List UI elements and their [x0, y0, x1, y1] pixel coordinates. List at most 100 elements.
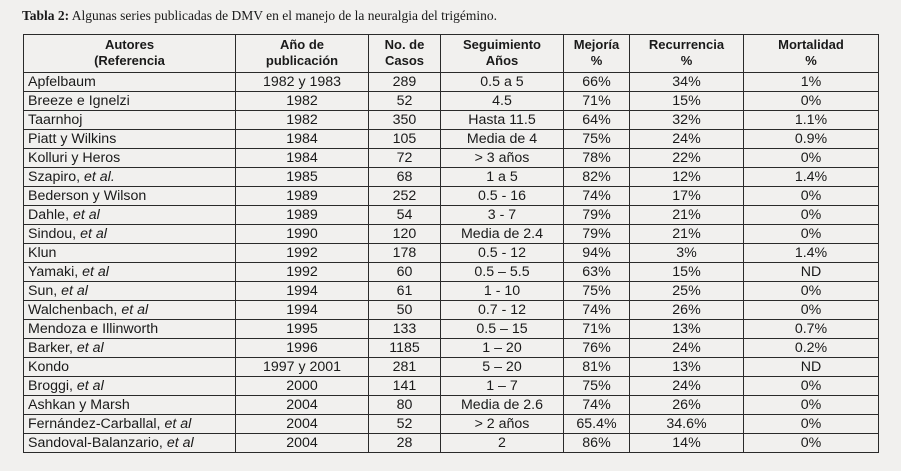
followup-cell: 1 – 7 [440, 376, 564, 396]
column-header-line: Mejoría [573, 37, 620, 52]
author-etal: et al [82, 264, 109, 280]
improvement-cell: 81% [563, 357, 630, 377]
author-cell: Broggi, et al [23, 376, 236, 396]
column-header: Recurrencia% [629, 34, 744, 73]
mortality-cell: 1% [743, 72, 879, 92]
improvement-cell: 64% [563, 110, 630, 130]
year-cell: 1984 [235, 129, 369, 149]
author-etal: et al [61, 283, 88, 299]
recurrence-cell: 26% [629, 300, 744, 320]
recurrence-cell: 24% [629, 338, 744, 358]
author-etal: et al [76, 340, 104, 356]
caption-text: Algunas series publicadas de DMV en el m… [71, 8, 498, 23]
table-row: Piatt y Wilkins 1984 105 Media de 4 75% 24% 0.… [23, 129, 879, 149]
cases-cell: 105 [368, 129, 441, 149]
followup-cell: 1 – 20 [440, 338, 564, 358]
mortality-cell: ND [743, 357, 879, 377]
recurrence-cell: 25% [629, 281, 744, 301]
cases-cell: 178 [368, 243, 441, 263]
table-row: Sandoval-Balanzario, et al 2004 28 2 86% 14% 0… [23, 433, 879, 453]
cases-cell: 80 [368, 395, 441, 415]
author-cell: Dahle, et al [23, 205, 236, 225]
improvement-cell: 71% [563, 91, 630, 111]
mortality-cell: 0% [743, 414, 879, 434]
recurrence-cell: 21% [629, 205, 744, 225]
improvement-cell: 86% [563, 433, 630, 453]
recurrence-cell: 26% [629, 395, 744, 415]
improvement-cell: 75% [563, 129, 630, 149]
cases-cell: 281 [368, 357, 441, 377]
table-row: Mendoza e Illinworth 1995 133 0.5 – 15 71% 13… [23, 319, 879, 339]
followup-cell: 2 [440, 433, 564, 453]
year-cell: 2000 [235, 376, 369, 396]
column-header-line: publicación [265, 53, 339, 68]
cases-cell: 120 [368, 224, 441, 244]
recurrence-cell: 24% [629, 129, 744, 149]
followup-cell: 5 – 20 [440, 357, 564, 377]
improvement-cell: 75% [563, 376, 630, 396]
author-cell: Bederson y Wilson [23, 186, 236, 206]
column-header-line: Casos [384, 53, 425, 68]
mortality-cell: 1.4% [743, 167, 879, 187]
cases-cell: 61 [368, 281, 441, 301]
year-cell: 1992 [235, 262, 369, 282]
mortality-cell: 0.9% [743, 129, 879, 149]
author-etal: et al. [84, 169, 115, 185]
followup-cell: Media de 2.6 [440, 395, 564, 415]
improvement-cell: 74% [563, 186, 630, 206]
author-name: Apfelbaum [28, 74, 96, 90]
data-table: Autores (Referencia Año de publicación No. d… [23, 34, 879, 453]
author-cell: Apfelbaum [23, 72, 236, 92]
year-cell: 1997 y 2001 [235, 357, 369, 377]
column-header: No. de Casos [368, 34, 441, 73]
year-cell: 1989 [235, 186, 369, 206]
cases-cell: 350 [368, 110, 441, 130]
author-cell: Ashkan y Marsh [23, 395, 236, 415]
author-name: Klun [28, 245, 57, 261]
recurrence-cell: 12% [629, 167, 744, 187]
column-header: Seguimiento Años [440, 34, 564, 73]
improvement-cell: 74% [563, 300, 630, 320]
mortality-cell: 0% [743, 91, 879, 111]
author-name: Szapiro, [28, 169, 84, 185]
recurrence-cell: 21% [629, 224, 744, 244]
table-row: Barker, et al 1996 1185 1 – 20 76% 24% 0.2% [23, 338, 879, 358]
column-header-line: Seguimiento [462, 37, 541, 52]
table-body: Apfelbaum 1982 y 1983 289 0.5 a 5 66% 34% 1% Br… [23, 72, 879, 453]
table-row: Taarnhoj 1982 350 Hasta 11.5 64% 32% 1.1% [23, 110, 879, 130]
mortality-cell: 0% [743, 395, 879, 415]
mortality-cell: 0% [743, 300, 879, 320]
table-row: Kolluri y Heros 1984 72 > 3 años 78% 22% 0% [23, 148, 879, 168]
recurrence-cell: 34% [629, 72, 744, 92]
mortality-cell: 0% [743, 433, 879, 453]
year-cell: 1985 [235, 167, 369, 187]
improvement-cell: 79% [563, 224, 630, 244]
author-cell: Breeze e Ignelzi [23, 91, 236, 111]
table-row: Apfelbaum 1982 y 1983 289 0.5 a 5 66% 34% 1% [23, 72, 879, 92]
cases-cell: 72 [368, 148, 441, 168]
author-name: Ashkan y Marsh [28, 397, 130, 413]
author-cell: Kondo [23, 357, 236, 377]
author-name: Piatt y Wilkins [28, 131, 117, 147]
column-header-line: % [805, 53, 817, 68]
author-etal: et al [166, 435, 194, 451]
cases-cell: 133 [368, 319, 441, 339]
author-cell: Yamaki, et al [23, 262, 236, 282]
author-cell: Piatt y Wilkins [23, 129, 236, 149]
improvement-cell: 78% [563, 148, 630, 168]
mortality-cell: 0% [743, 281, 879, 301]
column-header-line: No. de [384, 37, 425, 52]
author-cell: Klun [23, 243, 236, 263]
author-etal: et al [121, 302, 149, 318]
recurrence-cell: 3% [629, 243, 744, 263]
followup-cell: 0.5 - 12 [440, 243, 564, 263]
author-name: Fernández-Carballal, [28, 416, 165, 432]
year-cell: 1982 [235, 110, 369, 130]
mortality-cell: 0% [743, 148, 879, 168]
followup-cell: Media de 4 [440, 129, 564, 149]
year-cell: 1984 [235, 148, 369, 168]
mortality-cell: 1.4% [743, 243, 879, 263]
mortality-cell: 0.7% [743, 319, 879, 339]
followup-cell: 1 a 5 [440, 167, 564, 187]
column-header-line: Año de [279, 37, 325, 52]
